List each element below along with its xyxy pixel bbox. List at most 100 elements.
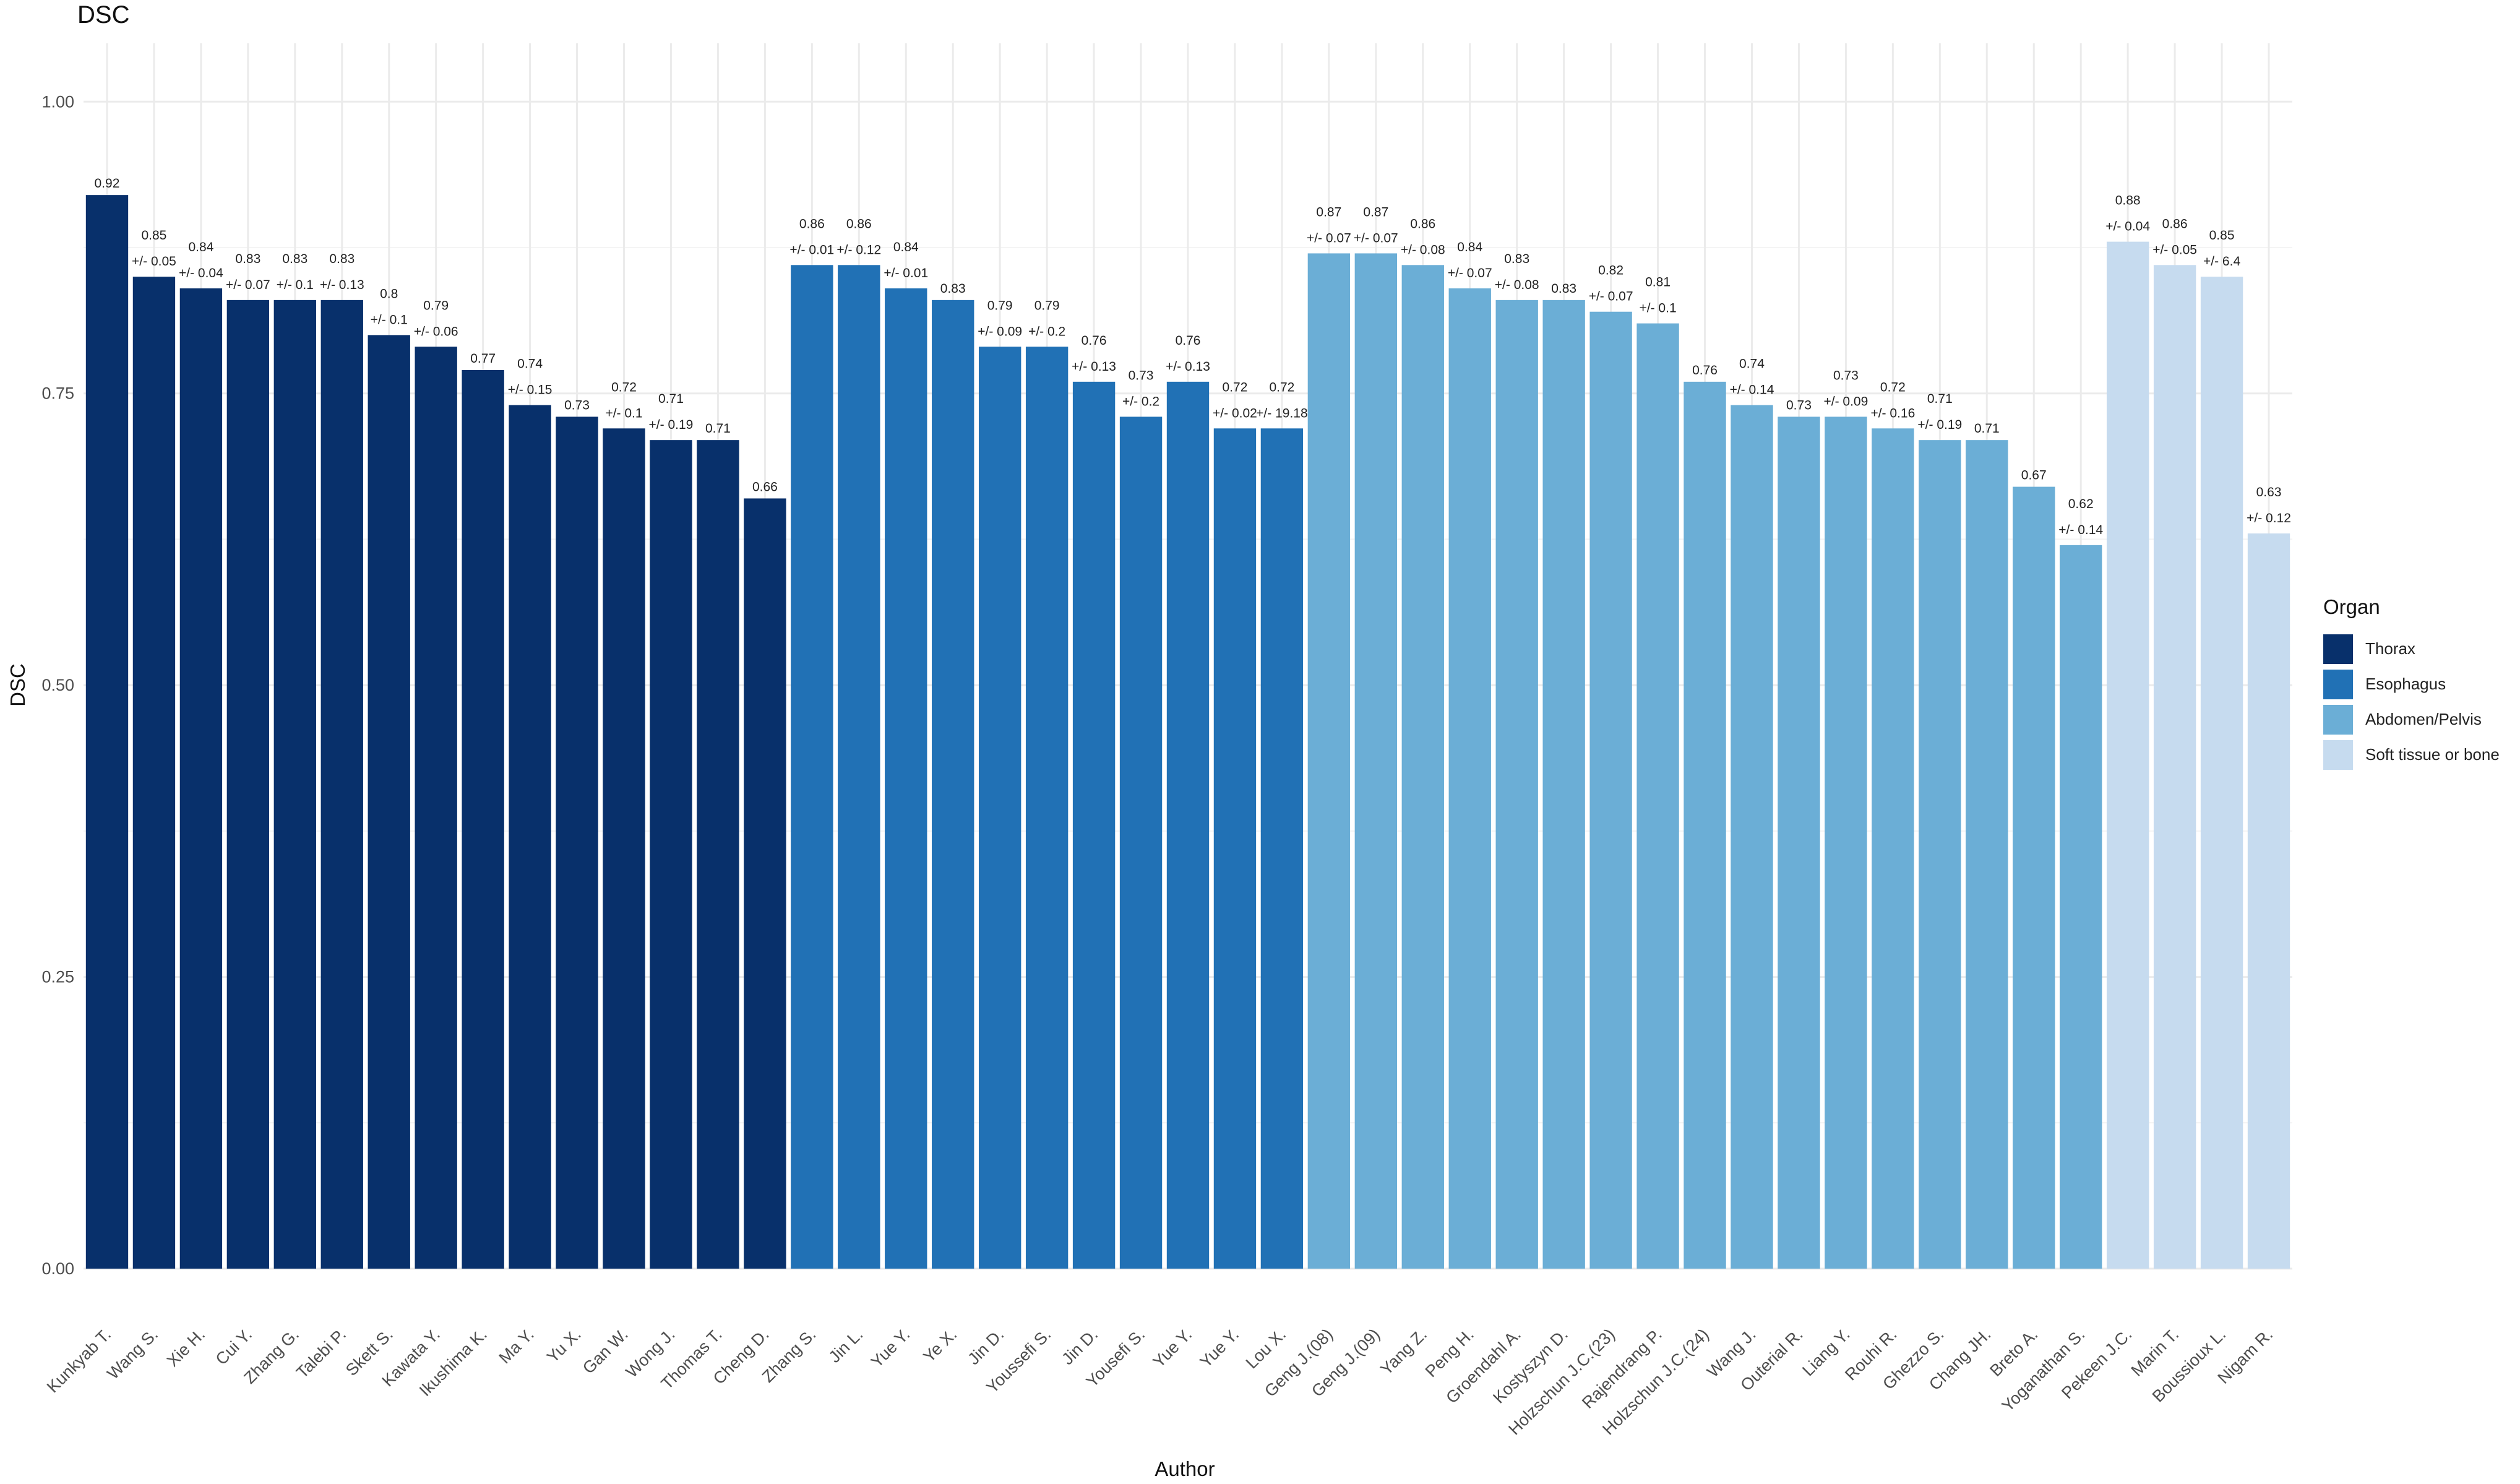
value-label: 0.88: [2115, 194, 2141, 208]
legend: Organ Thorax Esophagus Abdomen/Pelvis So…: [2323, 595, 2500, 772]
value-label: 0.86: [799, 217, 825, 231]
bar: [2013, 486, 2055, 1269]
value-label: 0.92: [95, 176, 120, 191]
x-tick-label: Jin D.: [1058, 1325, 1101, 1368]
sd-label: +/- 0.07: [1448, 266, 1492, 280]
x-tick-label: Jin D.: [964, 1325, 1007, 1368]
bar: [1966, 440, 2008, 1269]
value-label: 0.83: [235, 252, 260, 266]
sd-label: +/- 0.09: [1823, 394, 1868, 408]
sd-label: +/- 0.04: [2105, 220, 2150, 234]
x-axis-ticks: Kunkyab T.Wang S. Xie H. Cui Y.Zhang G.Tal…: [43, 1325, 2276, 1439]
bar: [415, 347, 457, 1269]
sd-label: +/- 19.18: [1256, 406, 1307, 420]
legend-swatch: [2323, 634, 2353, 664]
bar: [1260, 428, 1304, 1269]
sd-label: +/- 0.14: [2058, 523, 2103, 537]
sd-label: +/- 0.07: [1354, 231, 1398, 245]
value-label: 0.72: [611, 380, 637, 394]
bar: [1731, 405, 1773, 1269]
bar: [2247, 533, 2290, 1269]
value-label: 0.83: [1551, 282, 1576, 296]
sd-label: +/- 0.19: [1917, 418, 1962, 432]
value-label: 0.73: [1786, 398, 1812, 412]
y-tick-label: 0.25: [41, 968, 74, 986]
value-label: 0.79: [1034, 298, 1060, 313]
data-labels: 0.92 0.85 +/- 0.05 0.84 +/- 0.04 0.83 +/- 0.07…: [95, 176, 2291, 537]
value-label: 0.72: [1269, 380, 1294, 394]
sd-label: +/- 0.2: [1122, 394, 1159, 408]
bar: [603, 428, 645, 1269]
x-tick-label: Yang Z.: [1377, 1325, 1430, 1379]
bar: [1825, 416, 1867, 1269]
bar: [368, 335, 410, 1269]
value-label: 0.76: [1176, 334, 1201, 348]
bar: [978, 347, 1021, 1269]
bar: [885, 288, 927, 1269]
sd-label: +/- 0.1: [605, 406, 642, 420]
value-label: 0.86: [846, 217, 872, 231]
sd-label: +/- 0.07: [1307, 231, 1351, 245]
value-label: 0.82: [1598, 264, 1623, 278]
value-label: 0.85: [2209, 228, 2235, 243]
legend-item-esophagus: Esophagus: [2323, 667, 2500, 702]
legend-swatch: [2323, 704, 2353, 735]
bar: [1213, 428, 1257, 1269]
value-label: 0.83: [1504, 252, 1529, 266]
bar: [226, 300, 270, 1269]
y-tick-label: 0.75: [41, 384, 74, 403]
sd-label: +/- 0.1: [371, 313, 408, 327]
sd-label: +/- 0.19: [649, 418, 694, 432]
value-label: 0.71: [1927, 392, 1953, 406]
bar: [2060, 545, 2102, 1269]
value-label: 0.71: [1974, 421, 2000, 436]
sd-label: +/- 0.12: [836, 243, 881, 257]
legend-item-thorax: Thorax: [2323, 631, 2500, 667]
bar: [179, 288, 223, 1269]
legend-swatch: [2323, 740, 2353, 770]
x-tick-label: Yue Y.: [1197, 1325, 1243, 1371]
sd-label: +/- 0.07: [226, 278, 270, 292]
y-axis-ticks: 0.00 0.25 0.50 0.75 1.00: [41, 92, 74, 1278]
bar: [1589, 311, 1632, 1269]
bar: [1354, 253, 1398, 1269]
value-label: 0.83: [329, 252, 355, 266]
bar: [1307, 253, 1351, 1269]
value-label: 0.72: [1223, 380, 1248, 394]
value-label: 0.72: [1880, 380, 1906, 394]
value-label: 0.63: [2256, 485, 2282, 499]
legend-title: Organ: [2323, 595, 2380, 618]
value-label: 0.74: [1739, 357, 1765, 371]
bar: [320, 300, 363, 1269]
bar: [556, 416, 598, 1269]
value-label: 0.85: [141, 228, 166, 243]
value-label: 0.77: [470, 352, 496, 366]
value-label: 0.81: [1645, 275, 1671, 290]
value-label: 0.79: [987, 298, 1013, 313]
x-tick-label: Kunkyab T.: [43, 1325, 114, 1396]
bar: [1684, 381, 1726, 1269]
x-tick-label: Wang S.: [103, 1325, 161, 1383]
bar: [1401, 265, 1444, 1269]
bar: [1448, 288, 1491, 1269]
bar: [2106, 241, 2149, 1269]
y-tick-label: 0.00: [41, 1259, 74, 1278]
legend-label: Soft tissue or bone: [2365, 745, 2500, 764]
bar: [132, 277, 176, 1269]
value-label: 0.83: [282, 252, 307, 266]
bar: [650, 440, 692, 1269]
bar: [2153, 265, 2196, 1269]
sd-label: +/- 0.06: [414, 324, 458, 339]
y-tick-label: 1.00: [41, 92, 74, 111]
value-label: 0.84: [893, 240, 919, 254]
bar: [1025, 347, 1069, 1269]
x-tick-label: Ma Y.: [496, 1325, 538, 1367]
value-label: 0.67: [2021, 468, 2047, 483]
x-tick-label: Yue Y.: [1150, 1325, 1196, 1371]
sd-label: +/- 0.01: [884, 266, 928, 280]
x-tick-label: Jin L.: [825, 1325, 867, 1366]
value-label: 0.83: [940, 282, 966, 296]
value-label: 0.66: [752, 480, 778, 494]
value-label: 0.73: [564, 398, 590, 412]
